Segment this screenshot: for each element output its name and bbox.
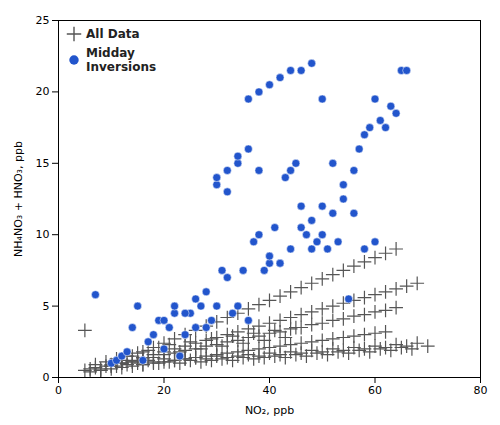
svg-text:NO₂, ppb: NO₂, ppb bbox=[245, 404, 294, 417]
svg-text:80: 80 bbox=[474, 384, 488, 397]
html-text:Midday Inversions: Midday Inversions bbox=[86, 46, 157, 75]
svg-text:0: 0 bbox=[55, 384, 62, 397]
svg-text:40: 40 bbox=[263, 384, 277, 397]
svg-text:60: 60 bbox=[368, 384, 382, 397]
svg-text:20: 20 bbox=[36, 85, 50, 98]
svg-text:15: 15 bbox=[36, 157, 50, 170]
html-text:All Data: All Data bbox=[86, 26, 140, 41]
svg-text:10: 10 bbox=[36, 228, 50, 241]
svg-text:NH₄NO₃ + HNO₃, ppb: NH₄NO₃ + HNO₃, ppb bbox=[12, 141, 25, 257]
svg-text:0: 0 bbox=[43, 371, 50, 384]
svg-text:25: 25 bbox=[36, 14, 50, 27]
svg-text:5: 5 bbox=[43, 300, 50, 313]
svg-text:20: 20 bbox=[157, 384, 171, 397]
